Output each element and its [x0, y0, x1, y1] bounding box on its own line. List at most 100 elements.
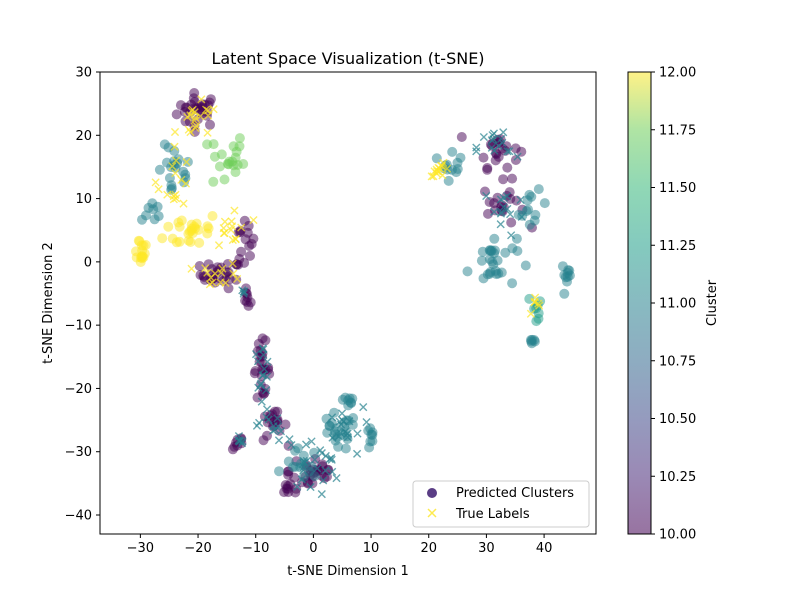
point: [363, 425, 374, 436]
point: [345, 417, 354, 426]
point: [317, 449, 326, 458]
point: [302, 440, 311, 449]
point: [163, 221, 174, 232]
y-tick-label: 30: [75, 66, 92, 81]
point: [187, 264, 196, 273]
point: [134, 236, 145, 247]
y-tick-label: 10: [75, 192, 92, 207]
point: [152, 201, 163, 212]
point: [234, 431, 244, 441]
legend: Predicted Clusters True Labels: [412, 480, 590, 528]
point: [236, 246, 247, 257]
colorbar-tick-label: 10.25: [659, 470, 696, 485]
point: [362, 418, 371, 427]
point: [507, 278, 518, 289]
y-tick-label: −30: [65, 445, 92, 460]
point: [487, 143, 496, 152]
point: [325, 454, 334, 464]
x-tick-label: −20: [184, 541, 211, 556]
point: [490, 265, 501, 276]
point: [287, 440, 296, 450]
point: [533, 184, 544, 195]
point: [189, 88, 200, 98]
point: [178, 166, 189, 177]
point: [507, 173, 518, 184]
point: [510, 155, 521, 165]
point: [327, 413, 337, 422]
point: [208, 278, 217, 287]
point: [203, 128, 212, 137]
y-axis-label: t-SNE Dimension 2: [41, 242, 56, 364]
point: [228, 259, 237, 268]
x-tick-label: 40: [536, 541, 553, 556]
point: [484, 254, 495, 265]
point: [216, 278, 225, 287]
point: [239, 215, 250, 226]
point: [197, 95, 206, 104]
point: [204, 111, 213, 120]
x-tick-label: −30: [127, 541, 154, 556]
y-tick-label: −20: [65, 382, 92, 397]
point: [233, 274, 242, 284]
point: [234, 133, 245, 144]
point: [183, 112, 192, 122]
point: [186, 223, 197, 234]
y-tick-label: −10: [65, 319, 92, 334]
point: [202, 228, 213, 239]
x-tick-label: −10: [242, 541, 269, 556]
point: [192, 121, 201, 130]
point: [306, 482, 315, 492]
point: [143, 202, 154, 213]
point: [299, 466, 308, 475]
point: [151, 178, 160, 187]
point: [539, 198, 550, 209]
series-true-labels: [151, 95, 544, 499]
colorbar-tick-label: 11.75: [659, 123, 696, 138]
point: [187, 106, 196, 116]
point: [489, 198, 500, 209]
point: [185, 237, 196, 247]
point: [499, 128, 508, 137]
point: [159, 139, 170, 150]
point: [171, 237, 182, 248]
point: [154, 185, 163, 194]
point: [194, 261, 205, 271]
point: [489, 233, 500, 244]
point: [262, 413, 271, 422]
point: [359, 403, 368, 412]
point: [530, 298, 539, 307]
point: [182, 156, 193, 167]
point: [288, 461, 299, 472]
point: [502, 162, 513, 173]
point: [429, 172, 438, 181]
point: [283, 469, 294, 480]
point: [196, 112, 205, 121]
point: [290, 445, 301, 456]
colorbar-label: Cluster: [705, 279, 720, 326]
point: [307, 437, 316, 446]
point: [455, 152, 466, 163]
point: [207, 211, 218, 221]
point: [446, 164, 457, 175]
point: [274, 436, 284, 445]
point: [137, 214, 147, 225]
point: [169, 192, 178, 201]
point: [179, 199, 188, 208]
point: [168, 162, 177, 171]
point: [472, 147, 481, 156]
point: [497, 207, 506, 217]
point: [191, 123, 200, 133]
point: [245, 250, 255, 261]
point: [513, 152, 522, 161]
point: [205, 119, 215, 130]
point: [297, 475, 306, 484]
point: [254, 383, 263, 392]
point: [507, 231, 516, 240]
point: [253, 357, 263, 366]
point: [496, 195, 505, 204]
point: [263, 357, 272, 366]
point: [530, 209, 541, 220]
point: [522, 195, 533, 206]
point: [511, 233, 522, 244]
point: [321, 466, 330, 475]
